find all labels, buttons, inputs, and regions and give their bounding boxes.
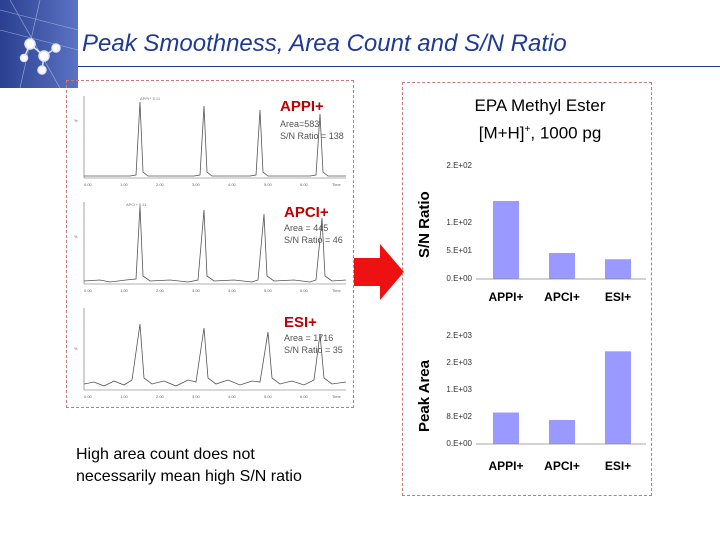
- chromatogram-panel-apci: 0.00 1.00 2.00 3.00 4.00 5.00 6.00 Time % APC…: [70, 198, 348, 302]
- area-chart-category-label: ESI+: [604, 459, 632, 473]
- svg-text:5.00: 5.00: [264, 288, 273, 293]
- svg-text:4.00: 4.00: [228, 394, 237, 399]
- sn-chart-category-label: APCI+: [544, 290, 580, 304]
- area-bar-appi-plus: [493, 412, 519, 444]
- chromatogram-sn-apci: S/N Ratio = 46: [284, 235, 343, 245]
- svg-text:4.00: 4.00: [228, 182, 237, 187]
- svg-text:2.00: 2.00: [156, 394, 165, 399]
- svg-text:1.00: 1.00: [120, 394, 129, 399]
- compound-title-line2: [M+H]+, 1000 pg: [440, 118, 640, 146]
- chromatogram-area-esi: Area = 1716: [284, 333, 334, 343]
- bottom-note: High area count does not necessarily mea…: [76, 444, 302, 488]
- svg-text:4.00: 4.00: [228, 288, 237, 293]
- title-rule: [78, 66, 720, 67]
- chromatogram-sn-appi: S/N Ratio = 138: [280, 131, 344, 141]
- chromatogram-area-appi: Area=583: [280, 119, 320, 129]
- chromatogram-tech-esi: ESI+: [284, 314, 317, 331]
- area-chart-ylabel: Peak Area: [416, 360, 433, 432]
- chromatogram-trace-apci: 0.00 1.00 2.00 3.00 4.00 5.00 6.00 Time %: [74, 202, 347, 293]
- compound-title: EPA Methyl Ester [M+H]+, 1000 pg: [440, 94, 640, 146]
- sn-chart-tick-label: 5.E+01: [446, 245, 472, 255]
- svg-text:0.00: 0.00: [84, 288, 93, 293]
- area-bar-esi-plus: [605, 351, 631, 444]
- svg-text:%: %: [74, 234, 78, 239]
- svg-text:Time: Time: [332, 182, 342, 187]
- chromatogram-tech-appi: APPI+: [280, 98, 324, 115]
- svg-text:3.00: 3.00: [192, 182, 201, 187]
- area-chart-tick-label: 2.E+03: [446, 358, 472, 367]
- svg-text:6.00: 6.00: [300, 288, 309, 293]
- svg-text:5.00: 5.00: [264, 394, 273, 399]
- sn-chart-category-label: ESI+: [604, 290, 632, 304]
- svg-text:5.00: 5.00: [264, 182, 273, 187]
- svg-text:2.00: 2.00: [156, 182, 165, 187]
- svg-text:2.00: 2.00: [156, 288, 165, 293]
- svg-text:%: %: [74, 118, 78, 123]
- compound-ion: [M+H]: [478, 123, 525, 143]
- svg-text:0.00: 0.00: [84, 394, 93, 399]
- slide-title: Peak Smoothness, Area Count and S/N Rati…: [82, 30, 567, 57]
- svg-text:%: %: [74, 346, 78, 351]
- area-chart-category-label: APCI+: [544, 459, 580, 473]
- area-chart-tick-label: 2.E+03: [446, 331, 472, 340]
- svg-text:6.00: 6.00: [300, 394, 309, 399]
- area-chart: [476, 351, 646, 445]
- svg-text:0.00: 0.00: [84, 182, 93, 187]
- area-chart-tick-label: 8.E+02: [446, 412, 472, 421]
- area-chart-tick-label: 1.E+03: [446, 385, 472, 394]
- chromatogram-tech-apci: APCI+: [284, 204, 329, 221]
- chromatogram-header-appi: APPI+ 5.11: [140, 96, 161, 101]
- sn-bar-esi-plus: [605, 259, 631, 279]
- compound-ion-charge: +: [524, 124, 531, 135]
- molecule-icon: [19, 38, 61, 75]
- right-arrow-icon: [354, 244, 404, 300]
- bar-chart-group: [402, 82, 652, 496]
- sn-chart-tick-label: 0.E+00: [446, 274, 472, 283]
- sn-chart: [476, 201, 646, 280]
- area-chart-tick-label: 0.E+00: [446, 439, 472, 448]
- logo-band: [0, 0, 78, 88]
- sn-chart-tick-label: 1.E+02: [446, 217, 472, 227]
- svg-text:1.00: 1.00: [120, 288, 129, 293]
- sn-bar-appi-plus: [493, 201, 519, 279]
- bottom-note-line2: necessarily mean high S/N ratio: [76, 468, 302, 485]
- svg-text:Time: Time: [332, 394, 342, 399]
- chromatogram-panel-esi: 0.00 1.00 2.00 3.00 4.00 5.00 6.00 Time % ESI…: [70, 304, 348, 408]
- chromatogram-trace-appi: 0.00 1.00 2.00 3.00 4.00 5.00 6.00 Time %: [74, 96, 346, 187]
- sn-bar-apci-plus: [549, 253, 575, 279]
- chromatogram-area-apci: Area = 445: [284, 223, 329, 233]
- chromatogram-trace-esi: 0.00 1.00 2.00 3.00 4.00 5.00 6.00 Time %: [74, 308, 347, 399]
- area-bar-apci-plus: [549, 419, 575, 444]
- svg-text:3.00: 3.00: [192, 394, 201, 399]
- svg-text:3.00: 3.00: [192, 288, 201, 293]
- area-chart-category-label: APPI+: [488, 459, 524, 473]
- chromatogram-panel-appi: 0.00 1.00 2.00 3.00 4.00 5.00 6.00 Time % APP…: [70, 92, 348, 196]
- compound-amount: , 1000 pg: [530, 123, 602, 143]
- bottom-note-line1: High area count does not: [76, 446, 255, 463]
- svg-text:Time: Time: [332, 288, 342, 293]
- chromatogram-group: [66, 80, 354, 408]
- svg-text:6.00: 6.00: [300, 182, 309, 187]
- chromatogram-header-apci: APCI+ 5.11: [126, 202, 147, 207]
- chromatogram-sn-esi: S/N Ratio = 35: [284, 345, 343, 355]
- sn-chart-tick-label: 2.E+02: [446, 161, 472, 170]
- sn-chart-category-label: APPI+: [488, 290, 524, 304]
- compound-title-line1: EPA Methyl Ester: [474, 96, 606, 115]
- svg-text:1.00: 1.00: [120, 182, 129, 187]
